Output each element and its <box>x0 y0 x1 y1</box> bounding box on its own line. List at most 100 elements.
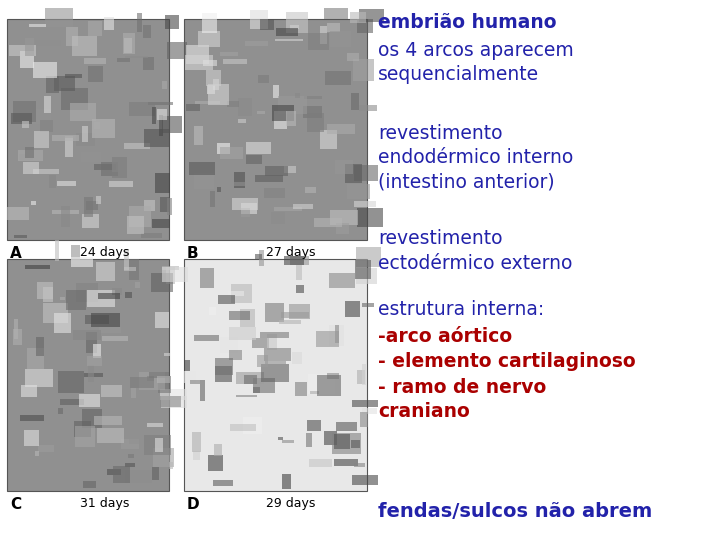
Bar <box>130 377 154 388</box>
Bar <box>125 56 148 58</box>
Bar <box>152 219 170 228</box>
Text: fendas/sulcos não abrem: fendas/sulcos não abrem <box>378 502 652 521</box>
Bar <box>25 265 50 269</box>
Bar <box>307 421 320 431</box>
Bar <box>305 434 312 447</box>
Bar <box>165 15 179 29</box>
Bar <box>88 365 94 382</box>
Bar <box>84 58 106 64</box>
Bar <box>58 371 84 393</box>
Bar <box>220 52 238 56</box>
Bar <box>29 24 46 28</box>
Bar <box>232 198 258 210</box>
Bar <box>84 373 103 377</box>
Bar <box>360 412 368 428</box>
Bar <box>194 173 214 189</box>
Bar <box>357 208 382 227</box>
Bar <box>112 159 135 172</box>
Text: 29 days: 29 days <box>266 497 315 510</box>
Bar <box>130 259 139 280</box>
Bar <box>66 290 86 310</box>
Bar <box>127 217 144 234</box>
Bar <box>167 42 187 59</box>
Bar <box>230 423 256 431</box>
Bar <box>13 101 36 123</box>
Bar <box>279 320 302 323</box>
Text: -arco aórtico: -arco aórtico <box>378 327 512 346</box>
Text: revestimento
ectodérmico externo: revestimento ectodérmico externo <box>378 230 572 273</box>
Bar <box>335 160 354 174</box>
Bar <box>163 353 170 356</box>
Text: os 4 arcos aparecem
sequencialmente: os 4 arcos aparecem sequencialmente <box>378 40 574 84</box>
Bar <box>274 207 302 212</box>
Bar <box>109 181 132 187</box>
Bar <box>125 470 152 483</box>
Bar <box>296 285 305 293</box>
Bar <box>21 386 37 396</box>
Bar <box>354 201 376 207</box>
Bar <box>346 184 370 199</box>
Text: 27 days: 27 days <box>266 246 316 259</box>
Bar <box>113 466 130 483</box>
Bar <box>235 395 257 397</box>
Bar <box>218 295 235 304</box>
Bar <box>272 105 294 120</box>
Bar <box>294 382 307 396</box>
Bar <box>9 45 36 56</box>
Bar <box>240 309 256 327</box>
Bar <box>345 164 362 183</box>
Bar <box>243 417 262 434</box>
Bar <box>104 17 114 30</box>
Bar <box>71 256 94 267</box>
Bar <box>228 291 243 296</box>
Bar <box>24 430 39 447</box>
Bar <box>79 394 100 407</box>
Bar <box>229 327 256 340</box>
Bar <box>361 408 377 414</box>
Bar <box>297 265 302 280</box>
Bar <box>185 55 213 70</box>
Bar <box>112 288 122 295</box>
Bar <box>168 462 173 469</box>
Bar <box>156 437 163 452</box>
Bar <box>256 254 262 259</box>
Bar <box>314 218 342 227</box>
Bar <box>135 282 140 288</box>
Bar <box>265 166 288 176</box>
Bar <box>223 58 246 64</box>
Bar <box>130 102 156 116</box>
Bar <box>250 10 269 29</box>
Bar <box>82 409 102 428</box>
Bar <box>327 374 339 379</box>
Bar <box>261 19 274 30</box>
Bar <box>83 481 96 488</box>
Bar <box>161 116 181 133</box>
Bar <box>131 388 136 399</box>
Bar <box>356 268 377 285</box>
Bar <box>20 415 44 421</box>
Bar <box>84 197 94 218</box>
Bar <box>224 182 246 186</box>
Bar <box>99 327 121 333</box>
Bar <box>287 111 295 126</box>
Bar <box>124 143 150 149</box>
Bar <box>357 370 366 383</box>
Bar <box>94 344 102 358</box>
Bar <box>60 399 84 405</box>
Bar <box>244 375 258 384</box>
Bar <box>255 175 283 183</box>
Bar <box>308 374 335 394</box>
Bar <box>162 267 188 282</box>
Bar <box>238 98 252 116</box>
Text: estrutura interna:: estrutura interna: <box>378 300 544 319</box>
Bar <box>34 131 49 148</box>
Bar <box>274 111 287 129</box>
Bar <box>212 480 233 485</box>
Bar <box>352 475 377 485</box>
Bar <box>220 337 238 353</box>
Bar <box>58 408 63 414</box>
Bar <box>213 79 220 91</box>
Bar <box>293 204 313 209</box>
Bar <box>92 119 115 138</box>
Bar <box>147 376 154 381</box>
